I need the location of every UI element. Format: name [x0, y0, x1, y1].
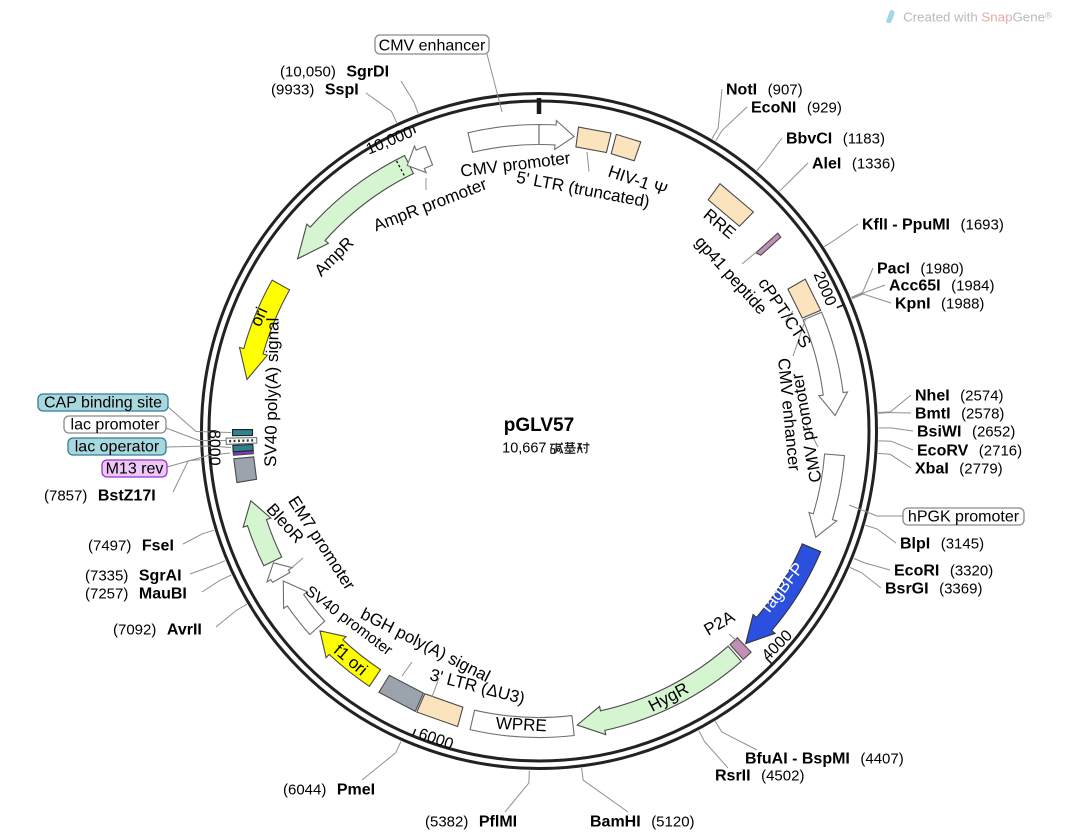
svg-text:BamHI (5120): BamHI (5120) — [590, 814, 695, 831]
svg-text:BfuAI - BspMI (4407): BfuAI - BspMI (4407) — [745, 751, 904, 768]
svg-text:lac promoter: lac promoter — [71, 417, 161, 434]
svg-text:(7335) SgrAI: (7335) SgrAI — [85, 568, 182, 585]
svg-text:pGLV57: pGLV57 — [504, 415, 574, 436]
svg-text:PacI (1980): PacI (1980) — [877, 261, 964, 278]
svg-text:EcoNI (929): EcoNI (929) — [751, 100, 842, 117]
svg-text:KpnI (1988): KpnI (1988) — [895, 296, 984, 313]
svg-text:(7257) MauBI: (7257) MauBI — [85, 586, 187, 603]
svg-text:10,667: 10,667 — [502, 441, 546, 457]
svg-text:WPRE: WPRE — [495, 714, 547, 736]
svg-text:8000: 8000 — [206, 430, 223, 466]
svg-text:(6044) PmeI: (6044) PmeI — [283, 782, 375, 799]
svg-text:XbaI (2779): XbaI (2779) — [915, 461, 1003, 478]
svg-text:AleI (1336): AleI (1336) — [812, 156, 895, 173]
svg-text:EcoRI (3320): EcoRI (3320) — [894, 563, 993, 580]
svg-text:BlpI (3145): BlpI (3145) — [900, 536, 984, 553]
svg-text:BsrGI (3369): BsrGI (3369) — [885, 581, 982, 598]
svg-text:(9933) SspI: (9933) SspI — [271, 82, 359, 99]
svg-text:Acc65I (1984): Acc65I (1984) — [889, 278, 994, 295]
svg-text:(7497) FseI: (7497) FseI — [88, 538, 174, 555]
svg-text:(5382) PflMI: (5382) PflMI — [425, 814, 517, 831]
svg-text:BmtI (2578): BmtI (2578) — [915, 406, 1004, 423]
svg-text:EcoRV (2716): EcoRV (2716) — [917, 443, 1022, 460]
svg-text:CAP binding site: CAP binding site — [44, 395, 162, 412]
svg-text:SV40 poly(A) signal: SV40 poly(A) signal — [261, 317, 283, 467]
svg-text:RsrII (4502): RsrII (4502) — [715, 768, 804, 785]
svg-text:KflI - PpuMI (1693): KflI - PpuMI (1693) — [862, 217, 1004, 234]
svg-text:CMV enhancer: CMV enhancer — [379, 38, 486, 55]
svg-text:(10,050) SgrDI: (10,050) SgrDI — [280, 64, 389, 81]
svg-text:lac operator: lac operator — [75, 439, 160, 456]
svg-text:hPGK promoter: hPGK promoter — [908, 509, 1020, 526]
svg-text:NheI (2574): NheI (2574) — [915, 388, 1004, 405]
svg-text:BbvCI (1183): BbvCI (1183) — [786, 131, 885, 148]
svg-text:BsiWI (2652): BsiWI (2652) — [917, 424, 1015, 441]
svg-text:NotI (907): NotI (907) — [726, 82, 803, 99]
svg-text:Created with SnapGene®: Created with SnapGene® — [903, 10, 1052, 25]
svg-text:(7092) AvrII: (7092) AvrII — [113, 622, 202, 639]
svg-text:M13 rev: M13 rev — [106, 461, 164, 478]
svg-text:(7857) BstZ17I: (7857) BstZ17I — [44, 488, 156, 505]
